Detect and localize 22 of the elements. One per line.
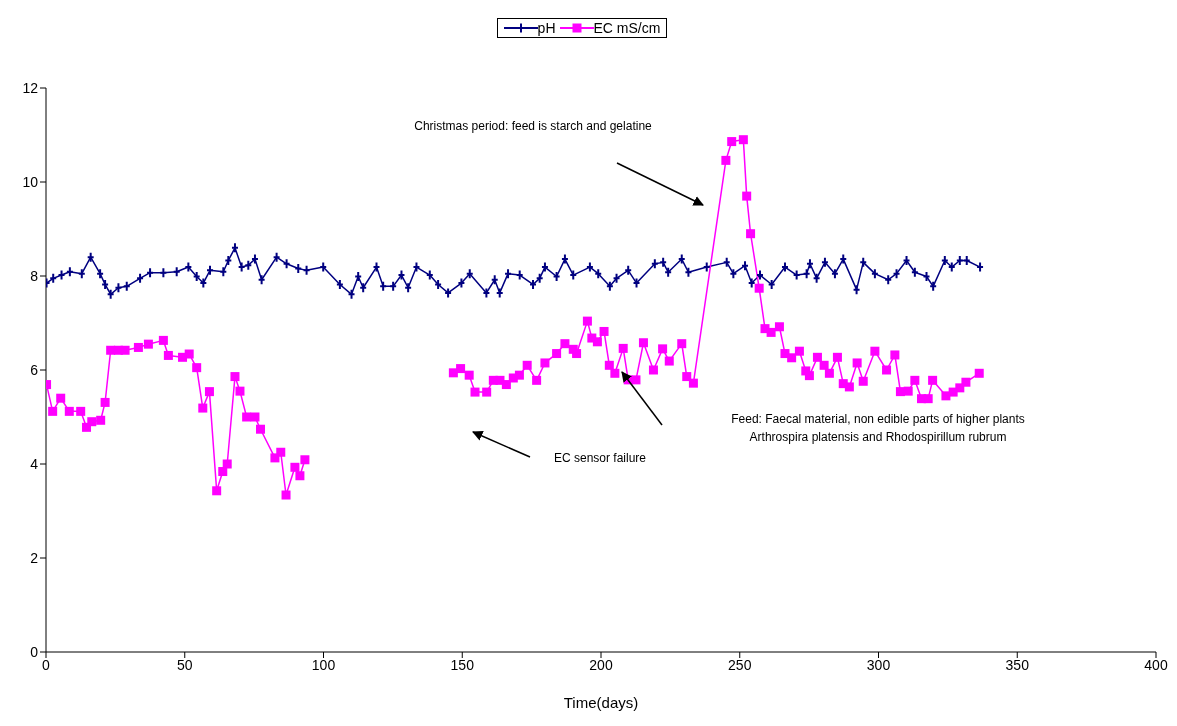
x-tick-label: 300 [866,656,891,673]
y-tick-label: 0 [30,643,39,660]
x-tick-label: 250 [728,656,752,673]
y-tick-label: 8 [30,267,39,284]
legend-label: EC mS/cm [593,20,661,36]
x-axis-title: Time(days) [563,694,639,711]
annotation: EC sensor failure [553,451,647,465]
annotation: Feed: Faecal material, non edible parts of higher plants Arthrospira platensis and Rhodospirillum rubrum [731,412,1025,444]
y-tick-label: 10 [22,173,39,190]
x-tick-label: 350 [1005,656,1030,673]
y-tick-label: 12 [22,79,39,96]
x-tick-label: 400 [1144,656,1168,673]
x-tick-label: 0 [42,656,51,673]
x-tick-label: 100 [311,656,336,673]
annotation: Christmas period: feed is starch and gelatine [414,119,653,133]
x-tick-label: 50 [176,656,193,673]
y-tick-label: 6 [30,361,39,378]
x-tick-label: 150 [450,656,475,673]
y-tick-label: 4 [30,455,39,472]
legend-label: pH [537,20,556,36]
x-tick-label: 200 [589,656,613,673]
y-tick-label: 2 [30,549,39,566]
